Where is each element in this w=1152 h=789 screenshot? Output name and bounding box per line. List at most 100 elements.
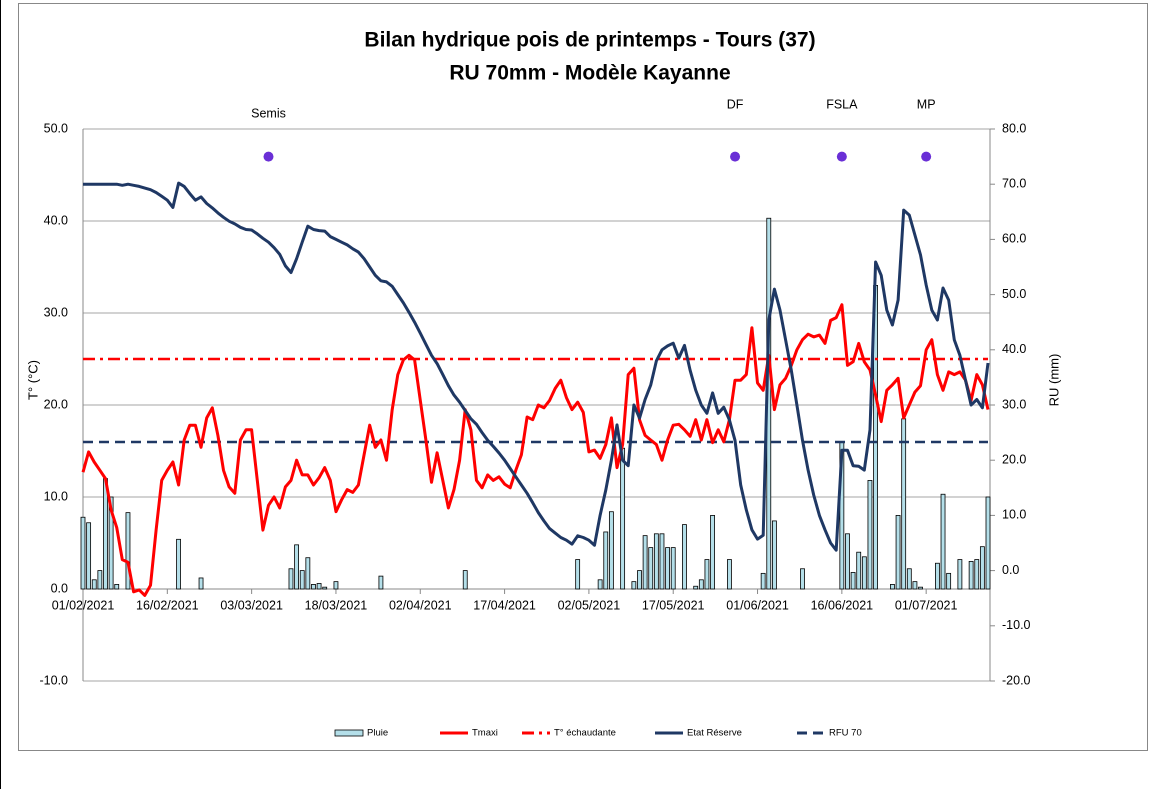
legend-swatch <box>334 729 364 737</box>
rain-bar <box>771 520 777 590</box>
legend-label: T° échaudante <box>554 728 616 739</box>
rain-bar <box>642 535 648 590</box>
rain-bar <box>91 579 97 590</box>
y-tick-label: -10.0 <box>40 673 69 687</box>
rain-bar <box>698 579 704 590</box>
stage-label: Semis <box>251 106 286 120</box>
x-tick-label: 01/07/2021 <box>895 598 958 612</box>
y-tick-label: 50.0 <box>44 121 68 135</box>
rain-bar <box>856 551 862 590</box>
y2-tick-label: 20.0 <box>1002 452 1026 466</box>
y2-tick-label: 50.0 <box>1002 287 1026 301</box>
rain-bar <box>653 533 659 590</box>
chart-title: Bilan hydrique pois de printemps - Tours… <box>364 29 815 52</box>
rain-bar <box>108 496 114 590</box>
rain-bar <box>80 516 86 590</box>
y-tick-label: 20.0 <box>44 397 68 411</box>
y-tick-label: 0.0 <box>51 581 68 595</box>
rain-bar <box>97 570 103 590</box>
stage-marker <box>263 151 274 162</box>
x-tick-label: 17/05/2021 <box>642 598 705 612</box>
rain-bar <box>957 559 963 590</box>
y2-axis-label: RU (mm) <box>1046 354 1061 407</box>
rain-bar <box>322 586 328 590</box>
rain-bar <box>665 547 670 590</box>
rain-bar <box>103 478 108 590</box>
rain-bar <box>114 584 120 590</box>
rain-bar <box>288 568 294 590</box>
rain-bar <box>800 568 805 590</box>
rain-bar <box>704 559 710 590</box>
y2-tick-label: -10.0 <box>1002 618 1031 632</box>
y2-tick-label: -20.0 <box>1002 673 1031 687</box>
y2-tick-label: 30.0 <box>1002 397 1026 411</box>
rain-bar <box>333 581 339 590</box>
x-tick-label: 01/06/2021 <box>726 598 789 612</box>
rain-bar <box>620 447 626 590</box>
rain-bar <box>608 511 614 590</box>
series-line <box>81 303 990 597</box>
x-tick-label: 17/04/2021 <box>473 598 536 612</box>
rain-bar <box>918 586 923 590</box>
rain-bar <box>850 572 856 590</box>
rain-bar <box>648 547 654 590</box>
stage-label: FSLA <box>826 97 858 111</box>
x-tick-label: 16/06/2021 <box>811 598 874 612</box>
rain-bar <box>670 547 676 590</box>
rain-bar <box>86 522 92 590</box>
stage-marker <box>730 151 741 162</box>
rain-bar <box>901 418 907 590</box>
rain-bar <box>946 572 952 590</box>
y-tick-label: 10.0 <box>44 489 68 503</box>
rain-bar <box>861 556 867 590</box>
stage-marker <box>921 151 932 162</box>
rain-bar <box>682 524 687 590</box>
rain-bar <box>378 575 384 590</box>
rain-bar <box>867 480 873 590</box>
y2-tick-label: 0.0 <box>1002 563 1019 577</box>
stage-marker <box>836 151 847 162</box>
x-tick-label: 02/05/2021 <box>558 598 621 612</box>
x-tick-label: 03/03/2021 <box>220 598 283 612</box>
rain-bar <box>198 577 204 590</box>
rain-bar <box>311 584 316 590</box>
rain-bar <box>935 562 940 590</box>
rain-bar <box>125 512 131 590</box>
rain-bar <box>693 585 699 590</box>
x-tick-label: 18/03/2021 <box>305 598 368 612</box>
chart-frame <box>18 3 1148 751</box>
series-line <box>83 181 990 552</box>
rain-bar <box>940 493 946 590</box>
rain-bar <box>906 568 912 590</box>
stage-label: DF <box>727 97 744 111</box>
rain-bar <box>895 515 901 590</box>
rain-bar <box>890 584 895 590</box>
rain-bar <box>760 572 766 590</box>
y-axis-label: T° (°C) <box>25 360 40 400</box>
y2-tick-label: 40.0 <box>1002 342 1026 356</box>
rain-bar <box>727 559 732 590</box>
y-tick-label: 40.0 <box>44 213 68 227</box>
rain-bar <box>294 544 300 590</box>
rain-bar <box>575 559 581 590</box>
legend-label: RFU 70 <box>829 728 862 739</box>
rain-bar <box>597 579 603 590</box>
rain-bar <box>659 533 665 590</box>
rain-bar <box>631 581 637 590</box>
legend-label: Tmaxi <box>472 728 498 739</box>
rain-bar <box>985 496 991 590</box>
y2-tick-label: 80.0 <box>1002 121 1026 135</box>
x-tick-label: 02/04/2021 <box>389 598 452 612</box>
stage-label: MP <box>917 97 936 111</box>
rain-bar <box>912 581 918 590</box>
x-tick-label: 01/02/2021 <box>52 598 115 612</box>
chart-subtitle: RU 70mm - Modèle Kayanne <box>449 62 730 85</box>
x-tick-label: 16/02/2021 <box>136 598 199 612</box>
rain-bar <box>305 557 311 590</box>
y2-tick-label: 70.0 <box>1002 176 1026 190</box>
rain-bar <box>176 538 181 590</box>
rain-bar <box>637 570 642 590</box>
y2-tick-label: 10.0 <box>1002 508 1026 522</box>
